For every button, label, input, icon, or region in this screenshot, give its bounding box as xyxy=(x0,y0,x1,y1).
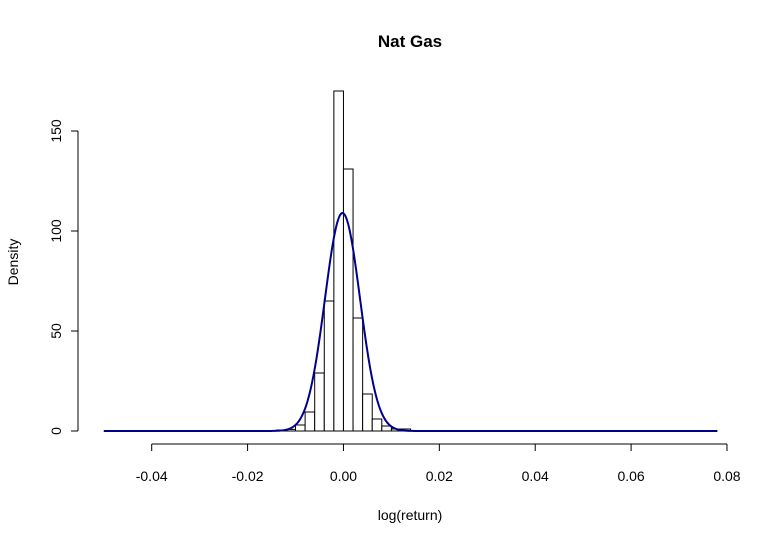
x-tick-label: 0.00 xyxy=(330,468,357,484)
chart-title: Nat Gas xyxy=(378,32,442,51)
x-tick-label: 0.04 xyxy=(522,468,549,484)
x-tick-label: 0.08 xyxy=(713,468,740,484)
y-tick-label: 50 xyxy=(48,323,64,339)
histogram-bar-3 xyxy=(295,424,306,432)
histogram-bars xyxy=(266,90,412,432)
x-tick-label: 0.06 xyxy=(617,468,644,484)
normal-density-curve xyxy=(103,212,718,432)
histogram-bar-9 xyxy=(352,317,364,432)
y-axis-label: Density xyxy=(5,239,21,286)
x-tick-label: -0.02 xyxy=(232,468,264,484)
histogram-bar-6 xyxy=(323,300,335,432)
histogram-bar-8 xyxy=(342,168,354,432)
histogram-bar-4 xyxy=(304,411,316,432)
x-axis: -0.04 -0.02 0.00 0.02 0.04 0.06 0.08 xyxy=(136,443,741,484)
y-tick-label: 0 xyxy=(48,427,64,435)
x-tick-label: 0.02 xyxy=(426,468,453,484)
x-axis-label: log(return) xyxy=(378,507,443,523)
y-tick-label: 150 xyxy=(48,119,64,143)
x-tick-label: -0.04 xyxy=(136,468,168,484)
y-axis: 0 50 100 150 xyxy=(48,119,79,435)
y-tick-label: 100 xyxy=(48,219,64,243)
histogram-bar-11 xyxy=(371,418,383,432)
histogram-bar-10 xyxy=(362,393,373,432)
histogram-bar-5 xyxy=(314,372,325,432)
histogram-bar-7 xyxy=(333,90,344,432)
histogram-bar-12 xyxy=(381,425,392,432)
